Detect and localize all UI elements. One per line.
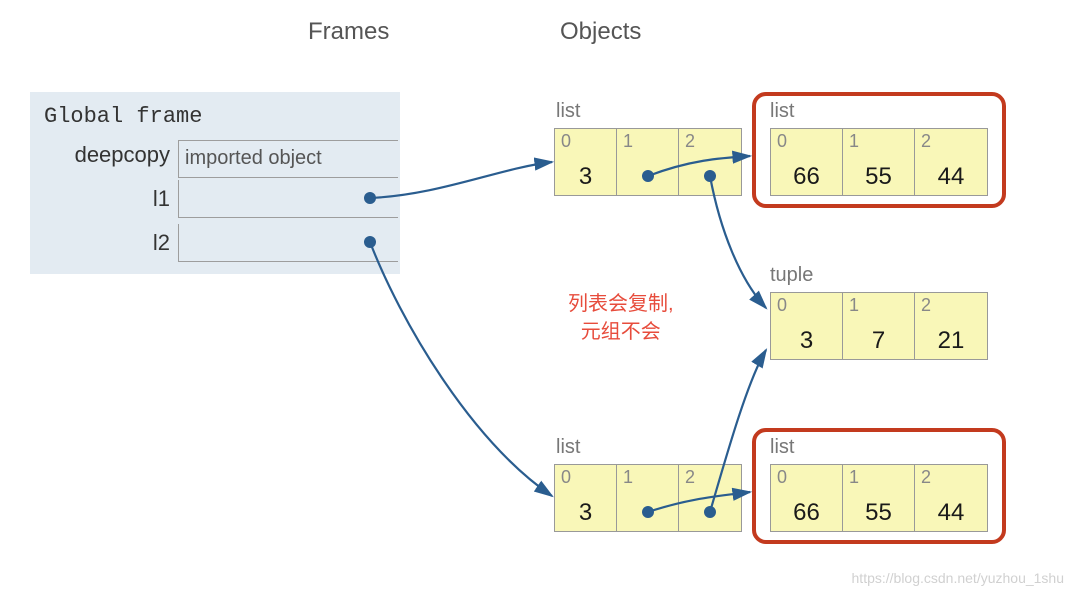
list2-cell-1: 155 xyxy=(843,129,915,195)
frames-header: Frames xyxy=(308,18,389,46)
frame-row-label-l1: l1 xyxy=(40,186,170,212)
list1-cell-2: 2 xyxy=(679,129,741,195)
list3-label: list xyxy=(556,436,580,459)
frame-row-value-deepcopy: imported object xyxy=(178,140,398,178)
tuple-box: 03 17 221 xyxy=(770,292,988,360)
dot-l2 xyxy=(364,236,376,248)
dot-list1-2 xyxy=(704,170,716,182)
dot-list3-2 xyxy=(704,506,716,518)
list3-cell-0: 03 xyxy=(555,465,617,531)
list1-cell-0: 03 xyxy=(555,129,617,195)
watermark: https://blog.csdn.net/yuzhou_1shu xyxy=(852,570,1064,586)
list3-box: 03 1 2 xyxy=(554,464,742,532)
dot-list3-1 xyxy=(642,506,654,518)
list4-box: 066 155 244 xyxy=(770,464,988,532)
annotation-text: 列表会复制, 元组不会 xyxy=(568,290,674,346)
list3-cell-1: 1 xyxy=(617,465,679,531)
list4-cell-0: 066 xyxy=(771,465,843,531)
list2-label: list xyxy=(770,100,794,123)
list4-cell-1: 155 xyxy=(843,465,915,531)
list2-cell-0: 066 xyxy=(771,129,843,195)
tuple-cell-0: 03 xyxy=(771,293,843,359)
list3-cell-2: 2 xyxy=(679,465,741,531)
list1-cell-1: 1 xyxy=(617,129,679,195)
dot-l1 xyxy=(364,192,376,204)
list4-cell-2: 244 xyxy=(915,465,987,531)
tuple-label: tuple xyxy=(770,264,813,287)
tuple-cell-1: 17 xyxy=(843,293,915,359)
list4-label: list xyxy=(770,436,794,459)
objects-header: Objects xyxy=(560,18,641,46)
list2-cell-2: 244 xyxy=(915,129,987,195)
list2-box: 066 155 244 xyxy=(770,128,988,196)
list1-box: 03 1 2 xyxy=(554,128,742,196)
frame-row-label-deepcopy: deepcopy xyxy=(40,142,170,168)
arrow-l2-to-list3 xyxy=(370,242,552,496)
list1-label: list xyxy=(556,100,580,123)
global-frame-title: Global frame xyxy=(44,104,202,129)
dot-list1-1 xyxy=(642,170,654,182)
frame-row-label-l2: l2 xyxy=(40,230,170,256)
tuple-cell-2: 221 xyxy=(915,293,987,359)
